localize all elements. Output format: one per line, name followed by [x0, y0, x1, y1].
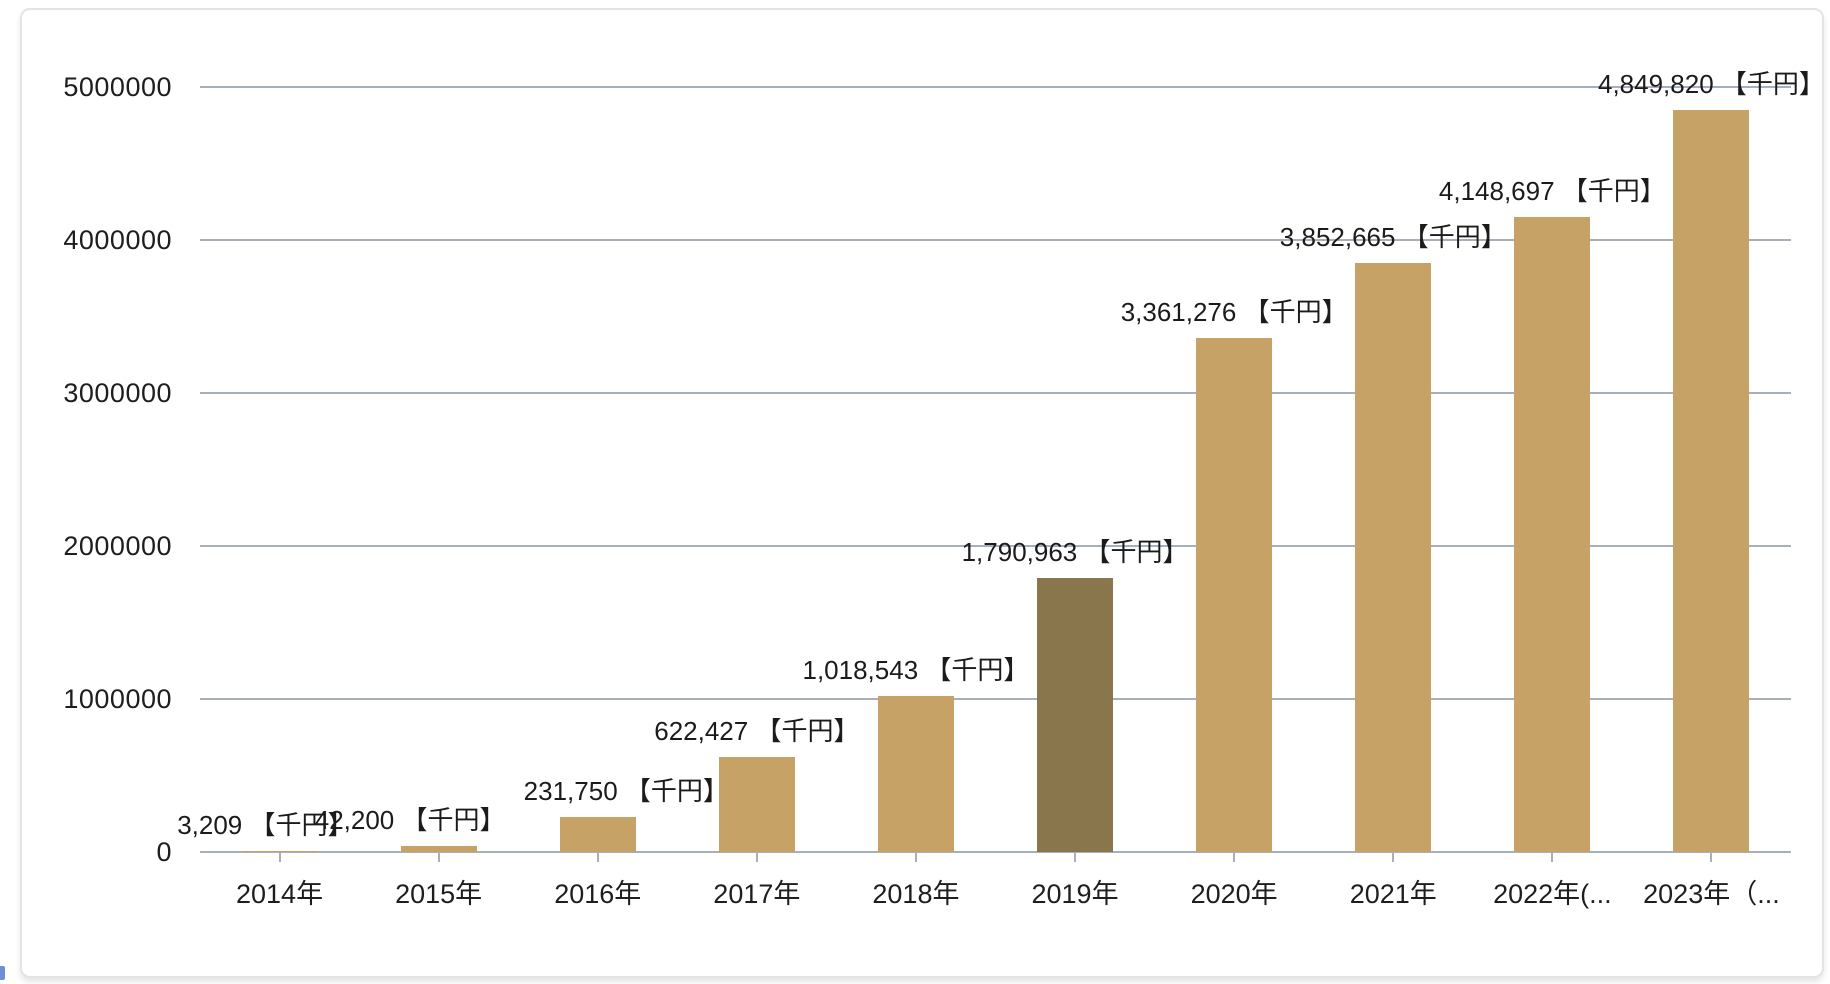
x-axis-tick-2023: [1710, 853, 1713, 862]
x-axis-label-2015: 2015年: [395, 879, 483, 909]
x-axis-tick-2016: [596, 853, 599, 862]
gridline-4000000: [200, 239, 1791, 241]
x-axis-tick-2021: [1392, 853, 1395, 862]
gridline-0: [200, 851, 1791, 853]
blue-accent-marker: [0, 966, 5, 980]
x-axis-tick-2020: [1233, 853, 1236, 862]
x-axis-label-2022: 2022年(...: [1493, 879, 1612, 909]
x-axis-tick-2022: [1551, 853, 1554, 862]
gridline-1000000: [200, 698, 1791, 700]
bar-2023[interactable]: [1673, 110, 1750, 852]
bar-2021[interactable]: [1355, 263, 1432, 852]
bar-2016[interactable]: [559, 817, 636, 852]
bar-value-label-2017: 622,427 【千円】: [654, 716, 860, 746]
bar-2017[interactable]: [718, 757, 795, 852]
bar-2015[interactable]: [400, 846, 477, 852]
bar-value-label-2016: 231,750 【千円】: [523, 776, 729, 806]
bar-value-label-2018: 1,018,543 【千円】: [802, 655, 1030, 685]
bar-2018[interactable]: [877, 696, 954, 852]
bar-value-label-2022: 4,148,697 【千円】: [1438, 176, 1666, 206]
x-axis-tick-2019: [1074, 853, 1077, 862]
gridline-2000000: [200, 545, 1791, 547]
x-axis-label-2018: 2018年: [872, 879, 960, 909]
bar-value-label-2015: 42,200 【千円】: [314, 805, 506, 835]
x-axis-label-2014: 2014年: [236, 879, 324, 909]
gridline-5000000: [200, 86, 1791, 88]
bar-2019[interactable]: [1037, 578, 1114, 852]
y-axis-tick-label-0: 0: [156, 837, 172, 867]
x-axis-label-2021: 2021年: [1349, 879, 1437, 909]
y-axis-tick-label-4000000: 4000000: [63, 225, 172, 255]
bar-value-label-2019: 1,790,963 【千円】: [961, 537, 1189, 567]
bar-2020[interactable]: [1196, 338, 1273, 852]
x-axis-label-2016: 2016年: [554, 879, 642, 909]
bar-2022[interactable]: [1514, 217, 1591, 852]
y-axis-tick-label-5000000: 5000000: [63, 72, 172, 102]
bar-value-label-2014: 3,209 【千円】: [177, 810, 354, 840]
bar-value-label-2023: 4,849,820 【千円】: [1597, 69, 1825, 99]
x-axis-label-2023: 2023年（...: [1643, 879, 1780, 909]
x-axis-tick-2014: [278, 853, 281, 862]
bar-value-label-2020: 3,361,276 【千円】: [1120, 297, 1348, 327]
y-axis-tick-label-1000000: 1000000: [63, 684, 172, 714]
bar-value-label-2021: 3,852,665 【千円】: [1279, 222, 1507, 252]
x-axis-label-2020: 2020年: [1190, 879, 1278, 909]
bar-2014[interactable]: [241, 851, 318, 852]
y-axis-tick-label-3000000: 3000000: [63, 378, 172, 408]
gridline-3000000: [200, 392, 1791, 394]
x-axis-tick-2015: [437, 853, 440, 862]
y-axis-tick-label-2000000: 2000000: [63, 531, 172, 561]
x-axis-tick-2018: [914, 853, 917, 862]
x-axis-tick-2017: [755, 853, 758, 862]
x-axis-label-2017: 2017年: [713, 879, 801, 909]
x-axis-label-2019: 2019年: [1031, 879, 1119, 909]
